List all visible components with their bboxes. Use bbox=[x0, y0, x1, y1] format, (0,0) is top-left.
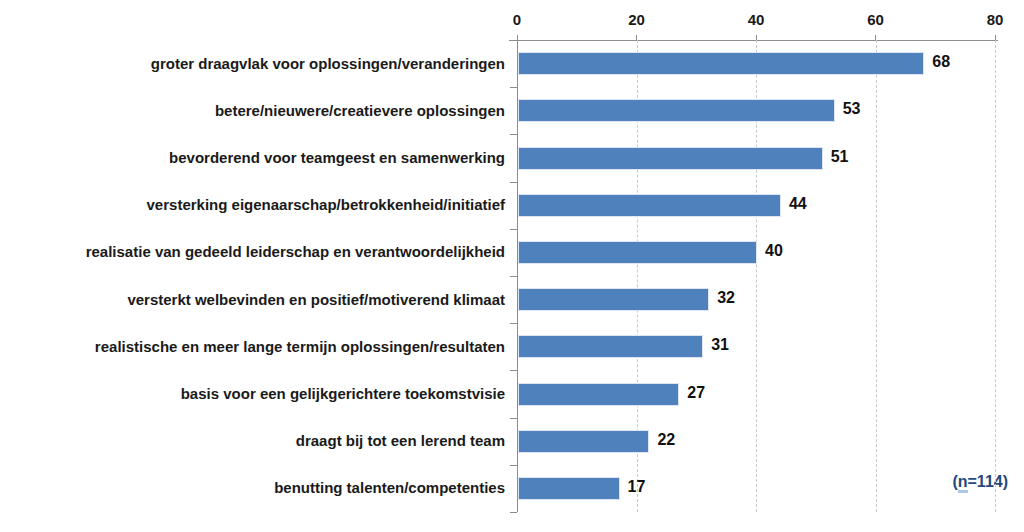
bar-chart: (n=114) 0 20 40 60 80 68 groter draagvlak voor… bbox=[0, 0, 1024, 532]
x-tick-label: 20 bbox=[615, 11, 659, 28]
x-axis bbox=[509, 40, 998, 41]
y-axis-tick bbox=[510, 40, 517, 41]
category-label: betere/nieuwere/creatievere oplossingen bbox=[0, 102, 505, 119]
category-label: bevorderend voor teamgeest en samenwerki… bbox=[0, 149, 505, 166]
y-axis-tick bbox=[510, 512, 517, 513]
y-axis-tick bbox=[510, 134, 517, 135]
y-axis-tick bbox=[510, 229, 517, 230]
bar-value-label: 68 bbox=[932, 53, 950, 71]
y-axis-tick bbox=[510, 276, 517, 277]
x-tick-label: 40 bbox=[734, 11, 778, 28]
bar bbox=[518, 99, 835, 122]
bar bbox=[518, 241, 757, 264]
annotation-open-paren: ( bbox=[952, 473, 957, 490]
category-label: versterking eigenaarschap/betrokkenheid/… bbox=[0, 196, 505, 213]
category-label: draagt bij tot een lerend team bbox=[0, 432, 505, 449]
y-axis-tick bbox=[510, 465, 517, 466]
bar bbox=[518, 335, 703, 358]
y-axis-tick bbox=[510, 182, 517, 183]
gridline bbox=[876, 40, 877, 512]
x-tick-label: 60 bbox=[854, 11, 898, 28]
bar-value-label: 40 bbox=[765, 242, 783, 260]
y-axis-tick bbox=[510, 370, 517, 371]
y-axis-tick bbox=[510, 323, 517, 324]
gridline bbox=[995, 40, 996, 512]
category-label: basis voor een gelijkgerichtere toekomst… bbox=[0, 385, 505, 402]
category-label: realisatie van gedeeld leiderschap en ve… bbox=[0, 243, 505, 260]
annotation-n: n bbox=[958, 473, 968, 493]
bar-value-label: 44 bbox=[789, 195, 807, 213]
bar-value-label: 27 bbox=[687, 384, 705, 402]
category-label: versterkt welbevinden en positief/motive… bbox=[0, 291, 505, 308]
bar-value-label: 53 bbox=[843, 100, 861, 118]
bar bbox=[518, 194, 781, 217]
bar bbox=[518, 288, 709, 311]
bar bbox=[518, 147, 823, 170]
y-axis-tick bbox=[510, 418, 517, 419]
bar-value-label: 32 bbox=[717, 289, 735, 307]
category-label: realistische en meer lange termijn oplos… bbox=[0, 338, 505, 355]
bar-value-label: 31 bbox=[711, 336, 729, 354]
bar-value-label: 17 bbox=[628, 478, 646, 496]
category-label: groter draagvlak voor oplossingen/verand… bbox=[0, 55, 505, 72]
sample-size-annotation: (n=114) bbox=[952, 473, 1008, 491]
bar bbox=[518, 430, 649, 453]
y-axis-tick bbox=[510, 87, 517, 88]
bar bbox=[518, 383, 679, 406]
x-tick-label: 80 bbox=[973, 11, 1017, 28]
bar bbox=[518, 477, 620, 500]
bar-value-label: 22 bbox=[657, 431, 675, 449]
x-tick-label: 0 bbox=[495, 11, 539, 28]
bar bbox=[518, 52, 924, 75]
category-label: benutting talenten/competenties bbox=[0, 479, 505, 496]
annotation-value: =114) bbox=[968, 473, 1008, 490]
bar-value-label: 51 bbox=[831, 148, 849, 166]
